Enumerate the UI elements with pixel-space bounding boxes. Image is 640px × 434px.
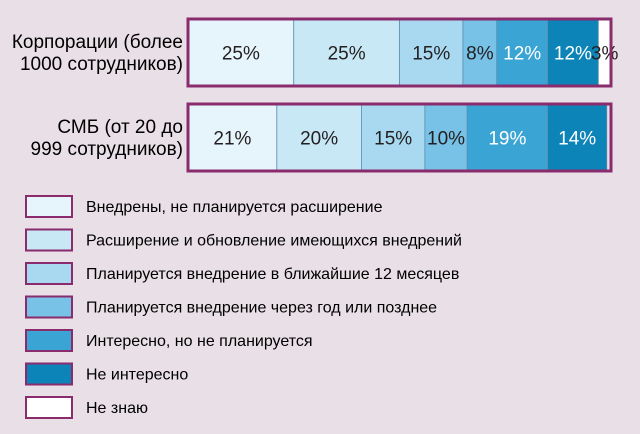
data-label: 19% <box>488 129 526 150</box>
legend-swatch <box>25 362 73 386</box>
bar-segment <box>187 18 295 87</box>
bar-outline <box>186 102 613 173</box>
legend-label: Планируется внедрение в ближайшие 12 мес… <box>86 266 459 283</box>
category-label-line: 1000 сотрудников) <box>20 54 183 75</box>
legend-item: Планируется внедрение в ближайшие 12 мес… <box>25 262 459 285</box>
legend-item: Не знаю <box>25 396 148 419</box>
data-label: 15% <box>412 44 450 65</box>
bar-row: СМБ (от 20 до 999 сотрудников) 21% 20% 15% 10… <box>31 102 613 173</box>
category-label-line: СМБ (от 20 до <box>57 117 183 138</box>
legend-item: Интересно, но не планируется <box>25 329 313 352</box>
legend-swatch <box>25 396 73 419</box>
data-label: 25% <box>328 44 366 65</box>
data-label: 10% <box>427 129 465 150</box>
category-label-line: Корпорации (более <box>12 32 183 53</box>
data-label: 12% <box>554 44 592 65</box>
category-label: СМБ (от 20 до 999 сотрудников) <box>31 117 183 160</box>
legend-label: Не знаю <box>86 400 148 417</box>
data-label: 12% <box>503 44 541 65</box>
bar-segment <box>547 18 599 87</box>
bar-segment <box>293 18 400 87</box>
bar-segment <box>547 103 608 172</box>
legend-item: Планируется внедрение через год или позд… <box>25 295 437 319</box>
data-label: 8% <box>466 44 494 65</box>
data-label: 20% <box>300 129 338 150</box>
legend-label: Планируется внедрение через год или позд… <box>86 300 437 317</box>
data-label: 21% <box>213 129 251 150</box>
legend-label: Не интересно <box>86 367 188 384</box>
data-label: 14% <box>558 129 596 150</box>
bar-outline <box>186 17 613 88</box>
category-label: Корпорации (более 1000 сотрудников) <box>12 32 183 75</box>
legend-item: Внедрены, не планируется расширение <box>25 195 383 218</box>
legend-label: Расширение и обновление имеющихся внедре… <box>86 233 462 250</box>
bar-segment <box>361 103 426 172</box>
legend-swatch <box>25 195 73 218</box>
chart-legend: Внедрены, не планируется расширение Расши… <box>25 195 462 419</box>
bar-segment <box>466 103 548 172</box>
chart-rows: Корпорации (более 1000 сотрудников) 25% 25%… <box>12 17 619 173</box>
data-label: 15% <box>374 129 412 150</box>
legend-item: Расширение и обновление имеющихся внедре… <box>25 228 462 252</box>
legend-label: Внедрены, не планируется расширение <box>86 199 383 216</box>
data-label: 25% <box>222 44 260 65</box>
legend-label: Интересно, но не планируется <box>86 333 313 350</box>
legend-swatch <box>25 295 73 319</box>
legend-item: Не интересно <box>25 362 188 386</box>
data-label: 3% <box>591 44 619 65</box>
legend-swatch <box>25 329 73 352</box>
legend-swatch <box>25 262 73 285</box>
legend-swatch <box>25 228 73 252</box>
bar-row: Корпорации (более 1000 сотрудников) 25% 25%… <box>12 17 619 88</box>
category-label-line: 999 сотрудников) <box>31 139 183 160</box>
